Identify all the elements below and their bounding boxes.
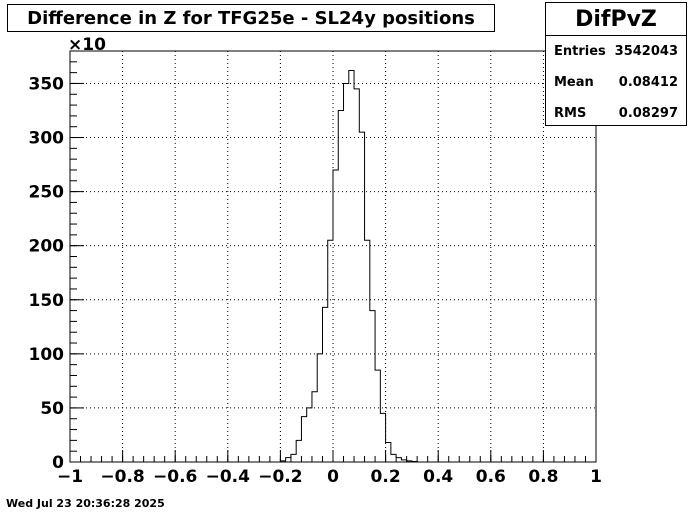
x-tick-label: −0.8 xyxy=(100,467,144,487)
stats-row-entries: Entries 3542043 xyxy=(546,36,686,67)
chart-title-text: Difference in Z for TFG25e - SL24y posit… xyxy=(27,7,475,29)
x-tick-label: 1 xyxy=(590,467,602,487)
y-tick-label: 200 xyxy=(29,237,65,257)
y-tick-label: 0 xyxy=(52,453,64,473)
y-tick-label: 100 xyxy=(29,345,65,365)
stats-value: 0.08297 xyxy=(618,106,678,121)
stats-histogram-name: DifPvZ xyxy=(546,3,686,36)
chart-title: Difference in Z for TFG25e - SL24y posit… xyxy=(7,4,495,32)
plot-frame xyxy=(69,50,597,463)
stats-value: 3542043 xyxy=(614,44,678,59)
x-tick-label: 0 xyxy=(327,467,339,487)
stats-row-mean: Mean 0.08412 xyxy=(546,67,686,98)
grid-lines xyxy=(70,51,596,462)
stats-box: DifPvZ Entries 3542043 Mean 0.08412 RMS … xyxy=(545,2,687,126)
y-tick-label: 150 xyxy=(29,291,65,311)
x-tick-labels: −1 −0.8 −0.6 −0.4 −0.2 0 0.2 0.4 0.6 0.8 1 xyxy=(57,467,602,487)
stats-label: Mean xyxy=(554,75,594,90)
x-tick-label: −0.6 xyxy=(153,467,197,487)
y-tick-label: 250 xyxy=(29,183,65,203)
stats-label: Entries xyxy=(554,44,606,59)
x-tick-label: 0.2 xyxy=(371,467,401,487)
x-tick-label: −0.4 xyxy=(206,467,251,487)
axes xyxy=(69,50,597,463)
stats-row-rms: RMS 0.08297 xyxy=(546,98,686,129)
y-tick-label: 50 xyxy=(40,399,64,419)
stats-value: 0.08412 xyxy=(618,75,678,90)
timestamp: Wed Jul 23 20:36:28 2025 xyxy=(6,497,165,510)
x-tick-label: 0.6 xyxy=(476,467,506,487)
x-tick-label: 0.8 xyxy=(528,467,558,487)
x-tick-label: −1 xyxy=(57,467,83,487)
y-tick-label: 300 xyxy=(29,129,65,149)
y-tick-label: 350 xyxy=(29,74,65,94)
y-multiplier: ×10 xyxy=(68,35,106,55)
stats-label: RMS xyxy=(554,106,587,121)
y-tick-labels: 0 50 100 150 200 250 300 350 xyxy=(29,74,65,473)
x-tick-label: 0.4 xyxy=(423,467,453,487)
x-tick-label: −0.2 xyxy=(258,467,302,487)
